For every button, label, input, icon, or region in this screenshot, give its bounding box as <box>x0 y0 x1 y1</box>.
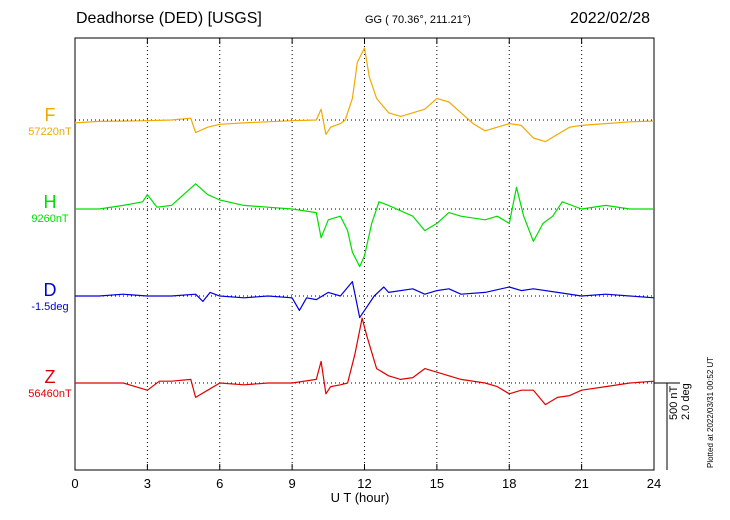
trace-z <box>75 317 655 406</box>
station-title: Deadhorse (DED) [USGS] <box>76 10 262 27</box>
scale-label: 500 nT 2.0 deg <box>668 383 692 420</box>
scale-bar <box>654 382 680 470</box>
station-coordinates: GG ( 70.36°, 211.21°) <box>365 14 471 26</box>
x-tick-label: 15 <box>430 476 444 491</box>
component-baseline-d: -1.5deg <box>31 301 69 313</box>
x-tick-label: 3 <box>144 476 151 491</box>
component-baseline-h: 9260nT <box>31 213 69 225</box>
component-baseline-z: 56460nT <box>28 388 72 400</box>
scale-nt: 500 nT <box>668 385 680 420</box>
grid <box>146 38 583 470</box>
x-axis-label: U T (hour) <box>330 490 390 505</box>
plot-date: 2022/02/28 <box>570 10 651 27</box>
scale-deg: 2.0 deg <box>680 383 692 420</box>
plotted-timestamp: Plotted at 2022/03/31 00:52 UT <box>706 356 715 468</box>
component-label-h: H 9260nT <box>15 192 85 226</box>
traces <box>74 47 655 406</box>
component-symbol-f: F <box>44 105 56 125</box>
component-symbol-h: H <box>43 192 57 212</box>
x-tick-label: 0 <box>71 476 78 491</box>
component-label-d: D -1.5deg <box>15 280 85 314</box>
x-tick-label: 6 <box>216 476 223 491</box>
x-tick-label: 24 <box>647 476 661 491</box>
x-tick-label: 9 <box>289 476 296 491</box>
component-symbol-z: Z <box>44 367 56 387</box>
x-tick-label: 21 <box>574 476 588 491</box>
x-tick-label: 12 <box>357 476 371 491</box>
component-label-z: Z 56460nT <box>15 367 85 401</box>
trace-f <box>74 47 655 143</box>
x-tick-label: 18 <box>502 476 516 491</box>
component-baseline-f: 57220nT <box>28 126 72 138</box>
trace-d <box>75 281 655 319</box>
baselines <box>75 119 654 384</box>
x-axis-ticks: 0 3 6 9 12 15 18 21 24 <box>71 38 661 491</box>
component-label-f: F 57220nT <box>15 105 85 139</box>
trace-h <box>75 183 654 268</box>
component-symbol-d: D <box>43 280 57 300</box>
